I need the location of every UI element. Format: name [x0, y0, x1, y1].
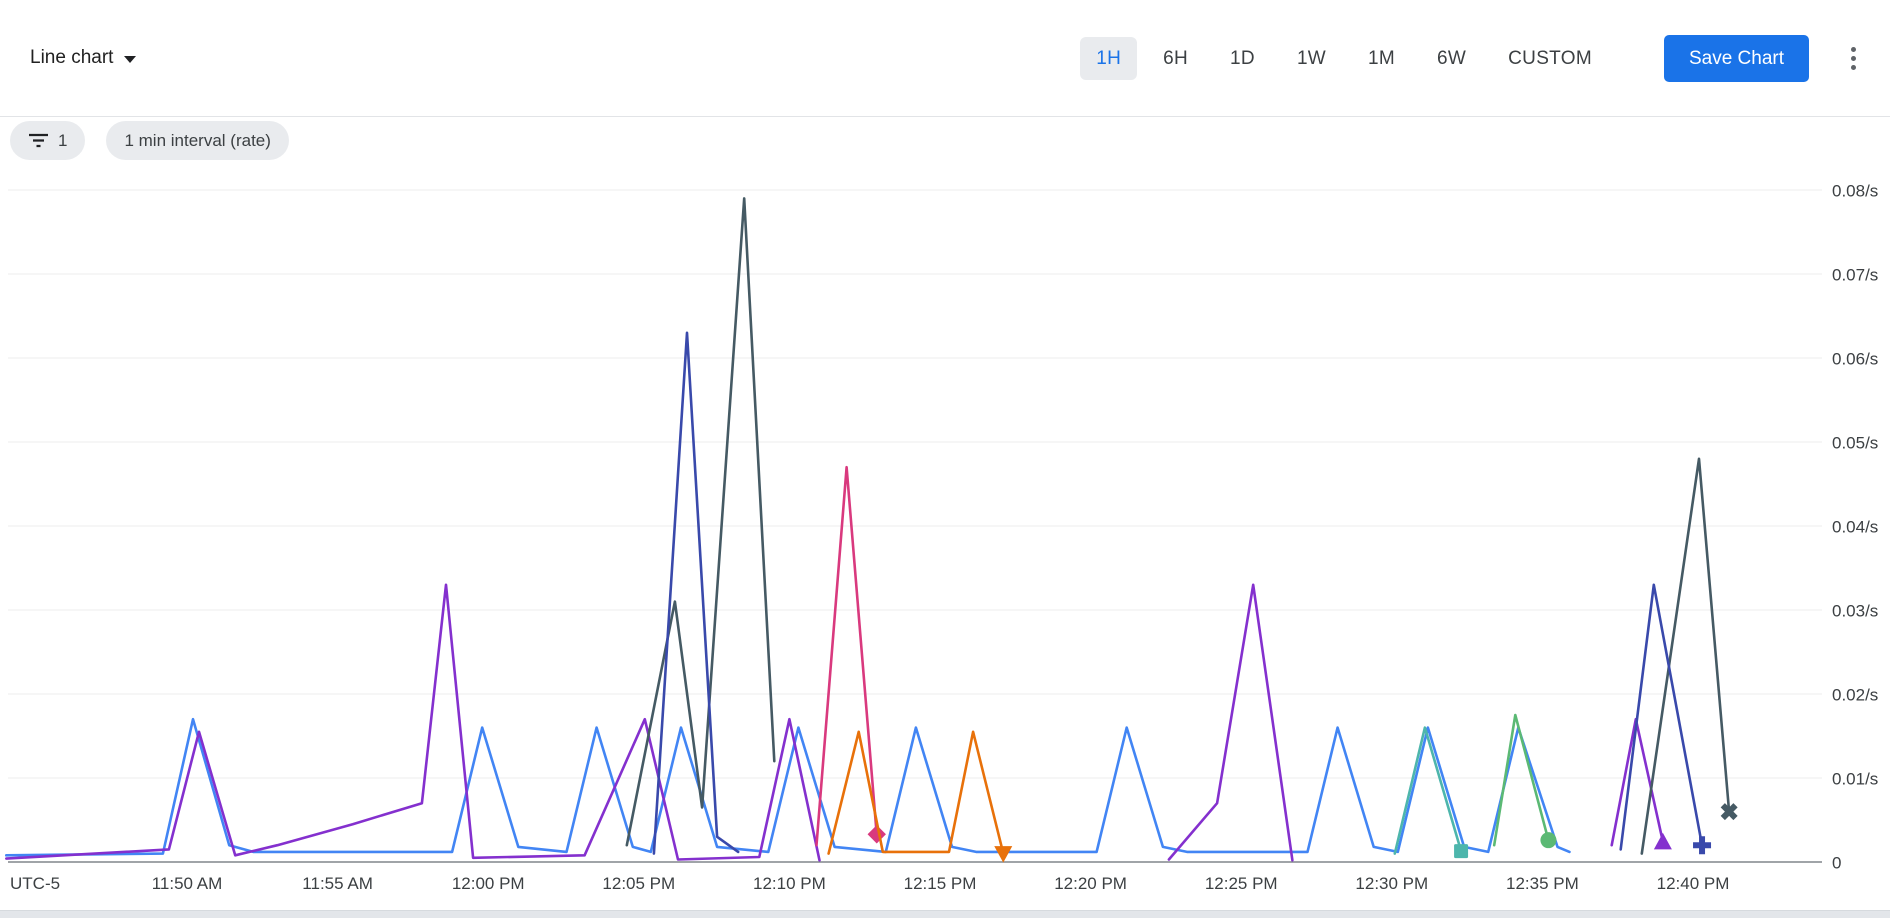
series-end-marker-plus [1693, 836, 1712, 855]
x-axis-label: 12:00 PM [452, 874, 525, 893]
save-chart-button[interactable]: Save Chart [1663, 34, 1809, 82]
x-axis-label: 12:10 PM [753, 874, 826, 893]
series-line-blue [5, 717, 1571, 857]
chart-type-label: Line chart [30, 47, 114, 68]
x-axis-label: 12:15 PM [904, 874, 977, 893]
time-range-6h[interactable]: 6H [1147, 37, 1204, 80]
y-axis-label: 0.01/s [1832, 770, 1878, 789]
x-axis-label: 12:30 PM [1355, 874, 1428, 893]
panel-bottom-edge [0, 910, 1890, 918]
kebab-dot [1851, 64, 1856, 70]
series-line-pink [815, 465, 879, 847]
interval-chip-label: 1 min interval (rate) [124, 130, 271, 150]
chart-type-selector[interactable]: Line chart [30, 47, 137, 69]
x-axis-label: 11:50 AM [152, 874, 223, 893]
y-axis-label: 0.06/s [1832, 350, 1878, 369]
x-axis-label: 11:55 AM [302, 874, 373, 893]
series-line-teal [1393, 726, 1463, 855]
time-range-1w[interactable]: 1W [1281, 37, 1342, 80]
x-axis-label: 12:35 PM [1506, 874, 1579, 893]
time-range-custom[interactable]: CUSTOM [1492, 37, 1608, 80]
series-end-marker-circle [1540, 832, 1557, 849]
filter-bar: 1 1 min interval (rate) [10, 121, 289, 160]
series-line-green [1492, 713, 1550, 847]
filter-icon [29, 133, 48, 148]
more-options-icon[interactable] [1845, 39, 1862, 78]
kebab-dot [1851, 46, 1856, 52]
series-line-navy [1619, 583, 1704, 851]
series-line-slate [1640, 457, 1731, 855]
y-axis-label: 0.02/s [1832, 686, 1878, 705]
series-line-purple [1610, 717, 1665, 847]
time-range-1m[interactable]: 1M [1352, 37, 1411, 80]
x-axis-label: 12:25 PM [1205, 874, 1278, 893]
timezone-label: UTC-5 [10, 874, 60, 893]
series-line-navy [652, 331, 740, 855]
chart-toolbar: Line chart 1H 6H 1D 1W 1M 6W CUSTOM Save… [0, 0, 1890, 117]
x-axis-label: 12:40 PM [1657, 874, 1730, 893]
y-axis-label: 0 [1832, 854, 1841, 873]
x-axis-label: 12:05 PM [602, 874, 675, 893]
kebab-dot [1851, 55, 1856, 61]
series-line-purple [1167, 583, 1294, 862]
filter-count: 1 [58, 130, 68, 150]
filter-chip[interactable]: 1 [10, 121, 86, 160]
y-axis-label: 0.05/s [1832, 434, 1878, 453]
y-axis-label: 0.03/s [1832, 602, 1878, 621]
series-line-slate [625, 197, 776, 847]
x-axis-label: 12:20 PM [1054, 874, 1127, 893]
series-end-marker-square [1454, 844, 1469, 859]
series-end-marker-triangle-up [1653, 832, 1672, 850]
y-axis-label: 0.07/s [1832, 266, 1878, 285]
y-axis-label: 0.08/s [1832, 182, 1878, 201]
chevron-down-icon [124, 56, 137, 63]
y-axis-label: 0.04/s [1832, 518, 1878, 537]
series-end-marker-x [1720, 803, 1738, 821]
time-range-selector: 1H 6H 1D 1W 1M 6W CUSTOM [1080, 36, 1608, 80]
time-range-6w[interactable]: 6W [1421, 37, 1482, 80]
series-line-purple [5, 583, 821, 862]
series-line-orange [827, 730, 1005, 855]
interval-chip[interactable]: 1 min interval (rate) [106, 121, 289, 160]
series-end-marker-triangle-down [994, 846, 1013, 863]
time-range-1d[interactable]: 1D [1214, 37, 1271, 80]
time-range-1h[interactable]: 1H [1080, 36, 1138, 80]
